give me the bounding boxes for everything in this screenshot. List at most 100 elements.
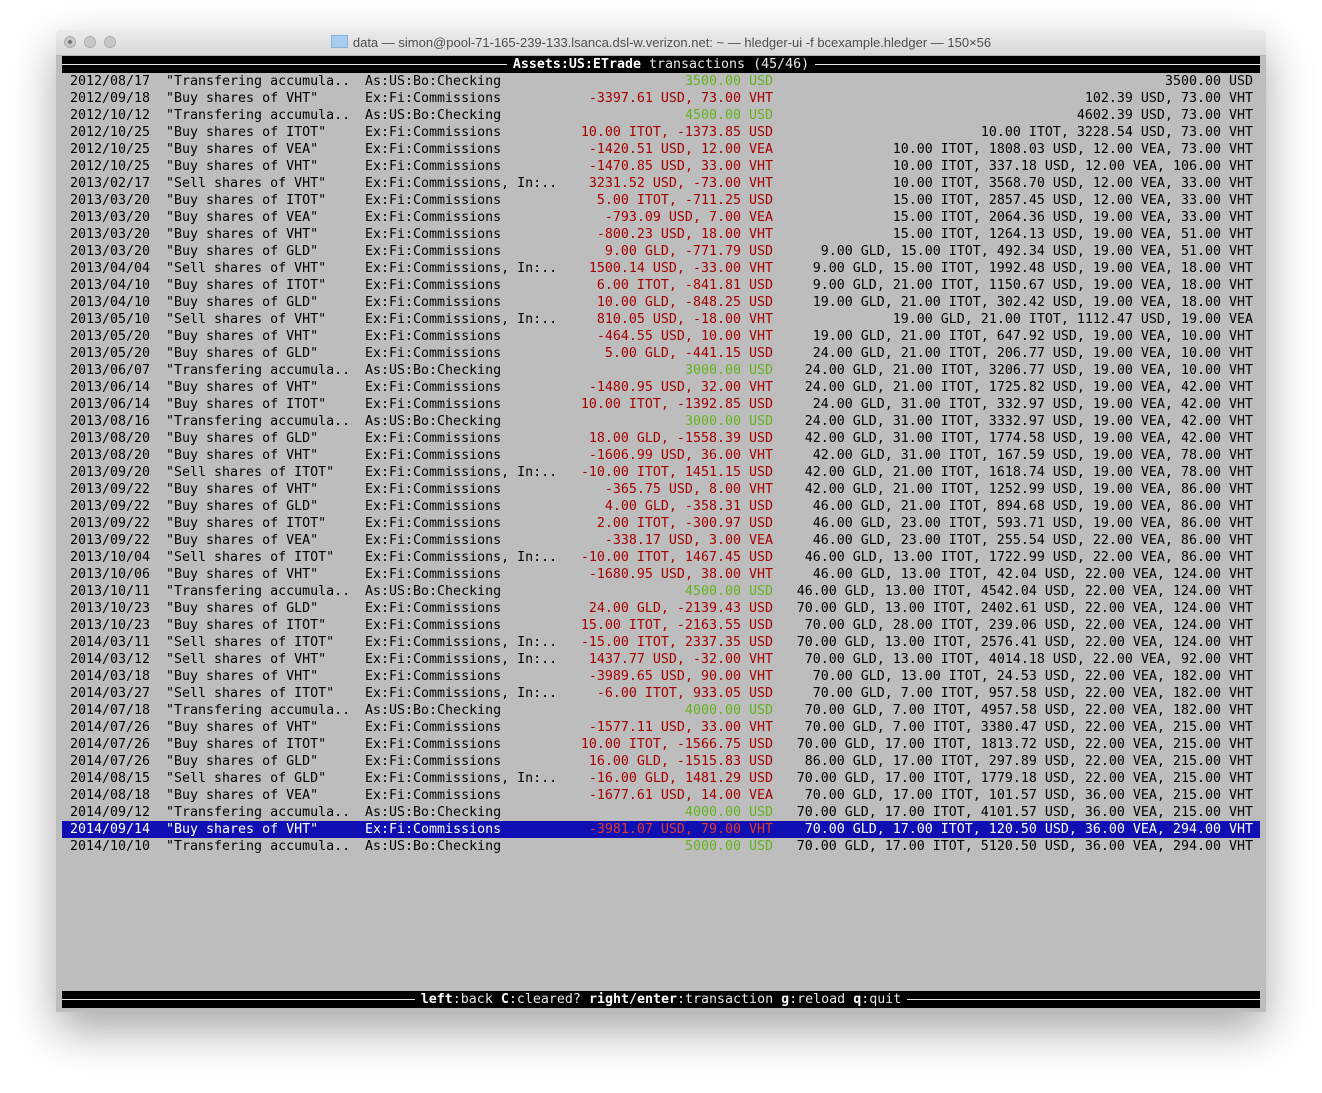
cell-description: "Transfering accumula..: [166, 805, 351, 820]
table-row-selected[interactable]: 2014/09/14 "Buy shares of VHT" Ex:Fi:Commi…: [62, 821, 1260, 838]
cell-balance: 9.00 GLD, 15.00 ITOT, 1992.48 USD, 19.00…: [812, 261, 1253, 276]
table-row[interactable]: 2014/07/26 "Buy shares of ITOT" Ex:Fi:Comm…: [62, 736, 1260, 753]
table-row[interactable]: 2013/08/20 "Buy shares of GLD" Ex:Fi:Commi…: [62, 430, 1260, 447]
cell-change: -3989.65 USD, 90.00 VHT: [588, 669, 773, 684]
cell-date: 2013/06/14: [70, 380, 151, 395]
table-row[interactable]: 2013/03/20 "Buy shares of VEA" Ex:Fi:Commi…: [62, 209, 1260, 226]
cell-balance: 46.00 GLD, 21.00 ITOT, 894.68 USD, 19.00…: [812, 499, 1253, 514]
table-row[interactable]: 2014/07/18 "Transfering accumula.. As:US:B…: [62, 702, 1260, 719]
table-row[interactable]: 2013/05/10 "Sell shares of VHT" Ex:Fi:Comm…: [62, 311, 1260, 328]
table-row[interactable]: 2014/03/27 "Sell shares of ITOT" Ex:Fi:Com…: [62, 685, 1260, 702]
key-action: cleared?: [516, 992, 581, 1007]
table-row[interactable]: 2014/07/26 "Buy shares of GLD" Ex:Fi:Commi…: [62, 753, 1260, 770]
cell-description: "Sell shares of ITOT": [166, 635, 335, 650]
table-row[interactable]: 2013/10/23 "Buy shares of ITOT" Ex:Fi:Comm…: [62, 617, 1260, 634]
cell-account: Ex:Fi:Commissions: [365, 448, 502, 463]
table-row[interactable]: 2013/04/10 "Buy shares of GLD" Ex:Fi:Commi…: [62, 294, 1260, 311]
cell-account: Ex:Fi:Commissions, In:..: [365, 465, 558, 480]
cell-description: "Buy shares of VHT": [166, 448, 319, 463]
table-row[interactable]: 2014/03/12 "Sell shares of VHT" Ex:Fi:Comm…: [62, 651, 1260, 668]
table-row[interactable]: 2012/10/12 "Transfering accumula.. As:US:B…: [62, 107, 1260, 124]
table-row[interactable]: 2012/10/25 "Buy shares of VHT" Ex:Fi:Commi…: [62, 158, 1260, 175]
cell-balance: 42.00 GLD, 31.00 ITOT, 167.59 USD, 19.00…: [812, 448, 1253, 463]
window-title: data — simon@pool-71-165-239-133.lsanca.…: [56, 35, 1266, 50]
cell-description: "Sell shares of ITOT": [166, 550, 335, 565]
table-row[interactable]: 2013/09/22 "Buy shares of ITOT" Ex:Fi:Comm…: [62, 515, 1260, 532]
table-row[interactable]: 2014/10/10 "Transfering accumula.. As:US:B…: [62, 838, 1260, 855]
table-row[interactable]: 2014/07/26 "Buy shares of VHT" Ex:Fi:Commi…: [62, 719, 1260, 736]
table-row[interactable]: 2014/03/18 "Buy shares of VHT" Ex:Fi:Commi…: [62, 668, 1260, 685]
table-row[interactable]: 2013/09/22 "Buy shares of GLD" Ex:Fi:Commi…: [62, 498, 1260, 515]
cell-date: 2014/10/10: [70, 839, 151, 854]
cell-description: "Buy shares of VHT": [166, 159, 319, 174]
cell-account: Ex:Fi:Commissions: [365, 601, 502, 616]
cell-date: 2014/09/12: [70, 805, 151, 820]
table-row[interactable]: 2013/08/20 "Buy shares of VHT" Ex:Fi:Commi…: [62, 447, 1260, 464]
transactions-list[interactable]: 2012/08/17 "Transfering accumula.. As:US:B…: [62, 73, 1260, 855]
cell-balance: 24.00 GLD, 31.00 ITOT, 332.97 USD, 19.00…: [812, 397, 1253, 412]
table-row[interactable]: 2013/03/20 "Buy shares of ITOT" Ex:Fi:Comm…: [62, 192, 1260, 209]
table-row[interactable]: 2013/09/22 "Buy shares of VEA" Ex:Fi:Commi…: [62, 532, 1260, 549]
cell-balance: 70.00 GLD, 13.00 ITOT, 24.53 USD, 22.00 …: [812, 669, 1253, 684]
cell-description: "Transfering accumula..: [166, 584, 351, 599]
zoom-button[interactable]: [104, 36, 116, 48]
key-action: back: [460, 992, 493, 1007]
cell-balance: 15.00 ITOT, 2857.45 USD, 12.00 VEA, 33.0…: [892, 193, 1253, 208]
cell-change: 6.00 ITOT, -841.81 USD: [596, 278, 773, 293]
table-row[interactable]: 2014/08/15 "Sell shares of GLD" Ex:Fi:Comm…: [62, 770, 1260, 787]
close-button[interactable]: [64, 36, 76, 48]
cell-description: "Buy shares of ITOT": [166, 397, 327, 412]
key-name: right/enter: [588, 992, 677, 1007]
cell-balance: 102.39 USD, 73.00 VHT: [1084, 91, 1253, 106]
cell-date: 2013/10/06: [70, 567, 151, 582]
table-row[interactable]: 2013/02/17 "Sell shares of VHT" Ex:Fi:Comm…: [62, 175, 1260, 192]
cell-description: "Transfering accumula..: [166, 839, 351, 854]
table-row[interactable]: 2013/10/23 "Buy shares of GLD" Ex:Fi:Commi…: [62, 600, 1260, 617]
table-row[interactable]: 2013/05/20 "Buy shares of VHT" Ex:Fi:Commi…: [62, 328, 1260, 345]
key-action: quit: [869, 992, 902, 1007]
cell-date: 2013/10/23: [70, 618, 151, 633]
table-row[interactable]: 2013/04/10 "Buy shares of ITOT" Ex:Fi:Comm…: [62, 277, 1260, 294]
cell-change: 5000.00 USD: [684, 839, 773, 854]
key-hint: right/enter:transaction: [588, 992, 774, 1007]
cell-balance: 19.00 GLD, 21.00 ITOT, 1112.47 USD, 19.0…: [892, 312, 1253, 327]
table-row[interactable]: 2013/06/14 "Buy shares of ITOT" Ex:Fi:Comm…: [62, 396, 1260, 413]
cell-date: 2013/09/22: [70, 482, 151, 497]
table-row[interactable]: 2013/05/20 "Buy shares of GLD" Ex:Fi:Commi…: [62, 345, 1260, 362]
cell-date: 2013/08/16: [70, 414, 151, 429]
table-row[interactable]: 2013/06/07 "Transfering accumula.. As:US:B…: [62, 362, 1260, 379]
cell-account: Ex:Fi:Commissions, In:..: [365, 652, 558, 667]
table-row[interactable]: 2013/03/20 "Buy shares of VHT" Ex:Fi:Commi…: [62, 226, 1260, 243]
cell-account: Ex:Fi:Commissions: [365, 618, 502, 633]
table-row[interactable]: 2012/09/18 "Buy shares of VHT" Ex:Fi:Commi…: [62, 90, 1260, 107]
key-name: q: [853, 992, 862, 1007]
table-row[interactable]: 2013/10/11 "Transfering accumula.. As:US:B…: [62, 583, 1260, 600]
table-row[interactable]: 2014/08/18 "Buy shares of VEA" Ex:Fi:Commi…: [62, 787, 1260, 804]
cell-change: -365.75 USD, 8.00 VHT: [604, 482, 773, 497]
cell-account: Ex:Fi:Commissions: [365, 788, 502, 803]
minimize-button[interactable]: [84, 36, 96, 48]
cell-date: 2014/03/11: [70, 635, 151, 650]
table-row[interactable]: 2013/09/22 "Buy shares of VHT" Ex:Fi:Commi…: [62, 481, 1260, 498]
table-row[interactable]: 2013/03/20 "Buy shares of GLD" Ex:Fi:Commi…: [62, 243, 1260, 260]
table-row[interactable]: 2013/04/04 "Sell shares of VHT" Ex:Fi:Comm…: [62, 260, 1260, 277]
table-row[interactable]: 2012/10/25 "Buy shares of VEA" Ex:Fi:Commi…: [62, 141, 1260, 158]
table-row[interactable]: 2013/06/14 "Buy shares of VHT" Ex:Fi:Commi…: [62, 379, 1260, 396]
cell-change: -1677.61 USD, 14.00 VEA: [588, 788, 773, 803]
table-row[interactable]: 2013/10/04 "Sell shares of ITOT" Ex:Fi:Com…: [62, 549, 1260, 566]
cell-description: "Sell shares of VHT": [166, 652, 327, 667]
key-hint: C:cleared?: [500, 992, 581, 1007]
table-row[interactable]: 2013/08/16 "Transfering accumula.. As:US:B…: [62, 413, 1260, 430]
terminal[interactable]: Assets:US:ETrade transactions (45/46) 20…: [62, 56, 1260, 1012]
cell-date: 2013/10/04: [70, 550, 151, 565]
table-row[interactable]: 2014/03/11 "Sell shares of ITOT" Ex:Fi:Com…: [62, 634, 1260, 651]
table-row[interactable]: 2012/10/25 "Buy shares of ITOT" Ex:Fi:Comm…: [62, 124, 1260, 141]
cell-description: "Sell shares of VHT": [166, 261, 327, 276]
table-row[interactable]: 2012/08/17 "Transfering accumula.. As:US:B…: [62, 73, 1260, 90]
cell-balance: 46.00 GLD, 13.00 ITOT, 1722.99 USD, 22.0…: [804, 550, 1253, 565]
cell-date: 2013/03/20: [70, 244, 151, 259]
cell-balance: 19.00 GLD, 21.00 ITOT, 647.92 USD, 19.00…: [812, 329, 1253, 344]
table-row[interactable]: 2013/09/20 "Sell shares of ITOT" Ex:Fi:Com…: [62, 464, 1260, 481]
table-row[interactable]: 2014/09/12 "Transfering accumula.. As:US:B…: [62, 804, 1260, 821]
table-row[interactable]: 2013/10/06 "Buy shares of VHT" Ex:Fi:Commi…: [62, 566, 1260, 583]
